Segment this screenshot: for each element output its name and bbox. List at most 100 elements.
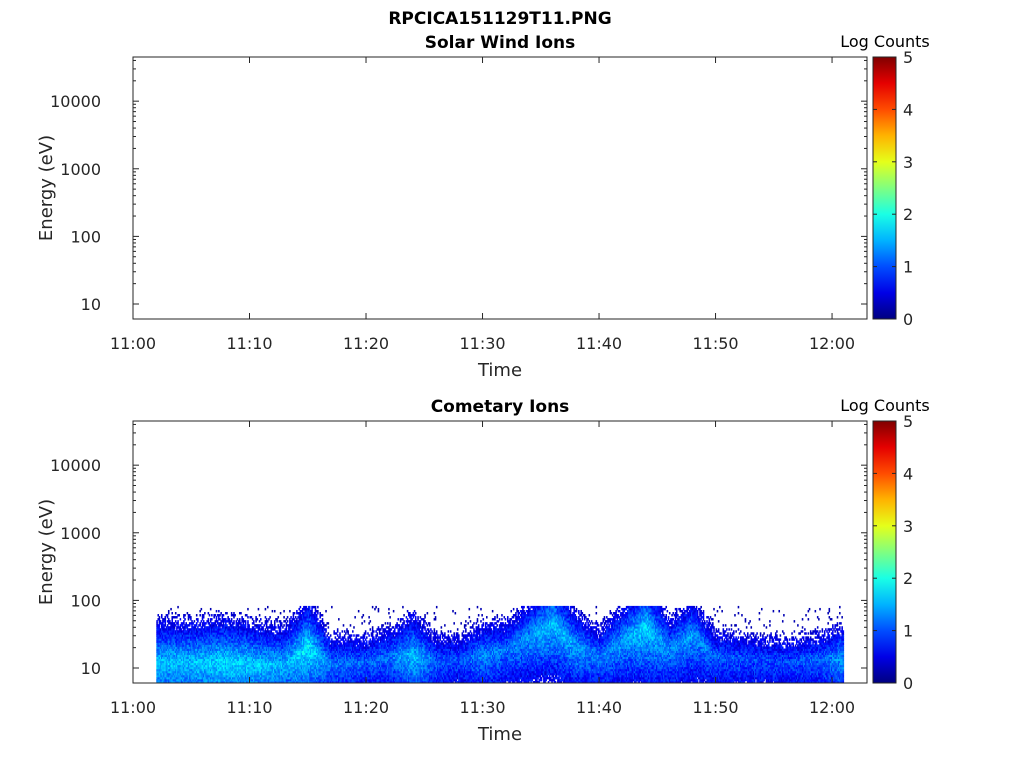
spectrogram-cell [234, 614, 236, 616]
spectrogram-cell [274, 610, 276, 612]
solar-wind-plot-area [133, 57, 867, 319]
figure-title: RPCICA151129T11.PNG [388, 9, 611, 29]
spectrogram-cell [280, 612, 282, 614]
solar-wind-title: Solar Wind Ions [425, 33, 576, 53]
spectrogram-cell [184, 614, 186, 616]
spectrogram-cell [171, 612, 173, 614]
spectrogram-cell [177, 620, 179, 622]
spectrogram-cell [287, 616, 289, 618]
spectrogram-cell [245, 620, 247, 622]
spectrogram-cell [190, 616, 192, 618]
spectrogram-cell [258, 608, 260, 610]
spectrogram-cell [216, 610, 218, 612]
spectrogram-cell [289, 610, 291, 612]
spectrogram-cell [233, 620, 235, 622]
spectrogram-cell [178, 614, 180, 616]
spectrogram-cell [209, 614, 211, 616]
solar-wind-panel: Solar Wind Ions 11:00 11:10 11:20 11:30 11:4… [36, 32, 930, 381]
spectrogram-cell [211, 618, 213, 620]
spectrogram-cell [231, 618, 233, 620]
solar-wind-colorbar-label: Log Counts [840, 32, 930, 51]
spectrogram-cell [168, 610, 170, 612]
spectrogram-cell [267, 606, 269, 608]
y-tick-label: 1000 [60, 160, 101, 179]
spectrogram-cell [272, 610, 274, 612]
spectrogram-cell [338, 618, 340, 620]
figure: RPCICA151129T11.PNG Solar Wind Ions 11:0… [0, 0, 1024, 768]
spectrogram-cell [317, 610, 319, 612]
colorbar-scale [873, 57, 896, 319]
colorbar-tick-label: 0 [903, 310, 913, 329]
y-tick-label: 10 [81, 295, 101, 314]
spectrogram-cell [197, 618, 199, 620]
spectrogram-cell [223, 614, 225, 616]
colorbar-tick-label: 2 [903, 205, 913, 224]
cometary-title: Cometary Ions [431, 397, 570, 417]
x-tick-label: 11:20 [343, 334, 389, 353]
spectrogram-cell [270, 620, 272, 622]
spectrogram-cell [300, 606, 302, 608]
spectrogram-cell [281, 622, 283, 624]
spectrogram-cell [247, 608, 249, 610]
spectrogram-cell [184, 618, 186, 620]
spectrogram-cell [328, 622, 330, 624]
spectrogram-cell [253, 620, 255, 622]
x-tick-label: 12:00 [809, 334, 855, 353]
solar-wind-ylabel: Energy (eV) [36, 135, 57, 241]
spectrogram-cell [294, 612, 296, 614]
spectrogram-cell [265, 608, 267, 610]
spectrogram-cell [315, 606, 317, 608]
spectrogram-cell [175, 612, 177, 614]
spectrogram-cell [339, 632, 341, 634]
spectrogram-cell [283, 624, 285, 626]
spectrogram-cell [210, 608, 212, 610]
spectrogram-cell [322, 618, 324, 620]
spectrogram-cell [328, 632, 330, 634]
spectrogram-cell [317, 618, 319, 620]
spectrogram-cell [322, 614, 324, 616]
spectrogram-cell [170, 608, 172, 610]
x-tick-label: 11:00 [110, 334, 156, 353]
spectrogram-cell [325, 628, 327, 630]
spectrogram-cell [248, 624, 250, 626]
solar-wind-xlabel: Time [477, 360, 522, 381]
x-tick-label: 11:10 [226, 334, 272, 353]
y-tick-label: 100 [70, 227, 101, 246]
spectrogram-cell [337, 628, 339, 630]
spectrogram-cell [257, 618, 259, 620]
x-tick-label: 11:40 [576, 334, 622, 353]
colorbar-tick-label: 3 [903, 153, 913, 172]
spectrogram-cell [211, 614, 213, 616]
spectrogram-cell [240, 612, 242, 614]
spectrogram-cell [283, 616, 285, 618]
cometary-panel: Cometary Ions 11:00 11:10 11:20 11:30 11:40 1… [36, 396, 930, 745]
spectrogram-cell [287, 620, 289, 622]
spectrogram-cell [161, 614, 163, 616]
spectrogram-cell [325, 610, 327, 612]
spectrogram-cell [309, 606, 311, 608]
spectrogram-cell [259, 614, 261, 616]
x-tick-label: 11:50 [692, 334, 738, 353]
spectrogram-cell [317, 606, 319, 608]
y-tick-label: 10000 [50, 92, 101, 111]
spectrogram-cell [330, 634, 332, 636]
spectrogram-cell [247, 616, 249, 618]
spectrogram-cell [159, 616, 161, 618]
spectrogram-cell [283, 610, 285, 612]
spectrogram-cell [328, 626, 330, 628]
spectrogram-cell [208, 618, 210, 620]
spectrogram-cell [247, 620, 249, 622]
spectrogram-cell [199, 614, 201, 616]
spectrogram-cell [269, 616, 271, 618]
colorbar-tick-label: 1 [903, 258, 913, 277]
spectrogram-cell [196, 614, 198, 616]
spectrogram-cell [277, 616, 279, 618]
spectrogram-cell [204, 612, 206, 614]
x-tick-label: 11:30 [459, 334, 505, 353]
spectrogram-cell [261, 622, 263, 624]
spectrogram-cell [194, 620, 196, 622]
spectrogram-cell [177, 606, 179, 608]
spectrogram-cell [218, 610, 220, 612]
spectrogram-cell [226, 612, 228, 614]
